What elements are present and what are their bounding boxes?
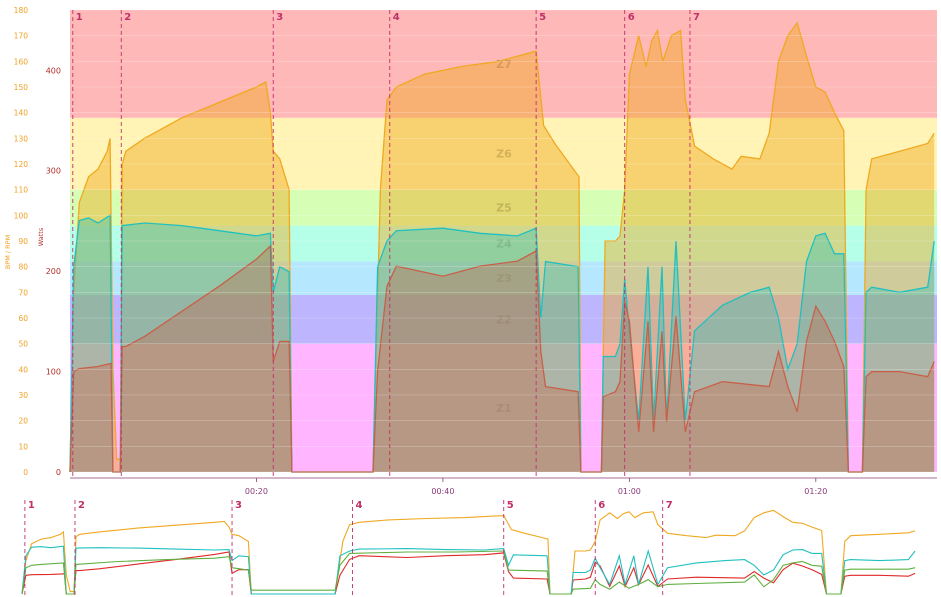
zone-band-z7 xyxy=(70,10,937,118)
left-tick-label: 80 xyxy=(18,263,28,272)
overview-interval-label: 4 xyxy=(355,500,362,511)
left-tick-label: 40 xyxy=(18,365,28,374)
interval-label: 1 xyxy=(76,12,83,23)
watts-tick-label: 300 xyxy=(46,167,61,176)
left-tick-label: 100 xyxy=(14,211,29,220)
left-tick-label: 90 xyxy=(18,237,28,246)
main-axes: 0102030405060708090100110120130140150160… xyxy=(14,6,937,496)
overview-interval-label: 5 xyxy=(507,500,514,511)
left-tick-label: 140 xyxy=(14,109,29,118)
cadence-area xyxy=(70,215,935,473)
zone-band-z2 xyxy=(70,294,937,344)
overview-series xyxy=(21,509,916,595)
heart-rate-area xyxy=(70,22,935,473)
overview-chart: 1 2 3 4 5 6 7 xyxy=(21,500,916,597)
left-tick-label: 170 xyxy=(14,32,29,41)
overview-interval-label: 1 xyxy=(28,500,35,511)
left-axis-title: BPM / RPM xyxy=(4,235,12,269)
overview-interval-label: 2 xyxy=(78,500,85,511)
left-tick-label: 160 xyxy=(14,57,29,66)
overview-interval-label: 7 xyxy=(666,500,673,511)
watts-tick-label: 100 xyxy=(46,368,61,377)
overview-interval-label: 6 xyxy=(598,500,605,511)
zone-label-z4: Z4 xyxy=(496,238,512,251)
overview-speed-line xyxy=(21,550,916,595)
zone-label-z2: Z2 xyxy=(496,313,512,326)
x-tick-label: 00:40 xyxy=(431,487,454,496)
watts-tick-label: 400 xyxy=(46,66,61,75)
left-tick-label: 70 xyxy=(18,288,28,297)
left-tick-label: 20 xyxy=(18,417,28,426)
left-tick-label: 150 xyxy=(14,83,29,92)
power-area xyxy=(70,246,935,472)
watts-tick-label: 200 xyxy=(46,267,61,276)
main-series xyxy=(69,21,935,473)
power-line xyxy=(69,244,935,473)
x-tick-label: 01:20 xyxy=(804,487,827,496)
left-tick-label: 180 xyxy=(14,6,29,15)
interval-label: 2 xyxy=(124,12,131,23)
left-tick-label: 130 xyxy=(14,134,29,143)
main-grid xyxy=(70,9,937,473)
interval-label: 6 xyxy=(628,12,635,23)
left-tick-label: 0 xyxy=(23,468,28,477)
left-tick-label: 10 xyxy=(18,442,28,451)
left-tick-label: 120 xyxy=(14,160,29,169)
zone-label-z3: Z3 xyxy=(496,272,512,285)
left-tick-label: 50 xyxy=(18,340,28,349)
x-tick-label: 01:00 xyxy=(618,487,641,496)
overview-interval-markers: 1 2 3 4 5 6 7 xyxy=(24,500,673,597)
zone-band-z5 xyxy=(70,189,937,226)
x-tick-label: 00:20 xyxy=(245,487,268,496)
left-tick-label: 30 xyxy=(18,391,28,400)
zone-band-z1 xyxy=(70,343,937,472)
left-tick-label: 60 xyxy=(18,314,28,323)
overview-cadence-line xyxy=(21,545,916,595)
left-tick-label: 110 xyxy=(14,186,29,195)
interval-markers: 1 2 3 4 5 6 7 xyxy=(72,10,700,476)
zone-label-z1: Z1 xyxy=(496,402,512,415)
overview-interval-label: 3 xyxy=(235,500,242,511)
watts-tick-label: 0 xyxy=(56,468,61,477)
right-axis-title: Watts xyxy=(37,227,45,246)
zone-band-z4 xyxy=(70,225,937,262)
zone-label-z5: Z5 xyxy=(496,202,512,215)
interval-label: 5 xyxy=(539,12,546,23)
interval-label: 7 xyxy=(693,12,700,23)
interval-label: 4 xyxy=(393,12,400,23)
zone-label-z6: Z6 xyxy=(496,148,512,161)
zone-band-z6 xyxy=(70,117,937,190)
interval-label: 3 xyxy=(276,12,283,23)
